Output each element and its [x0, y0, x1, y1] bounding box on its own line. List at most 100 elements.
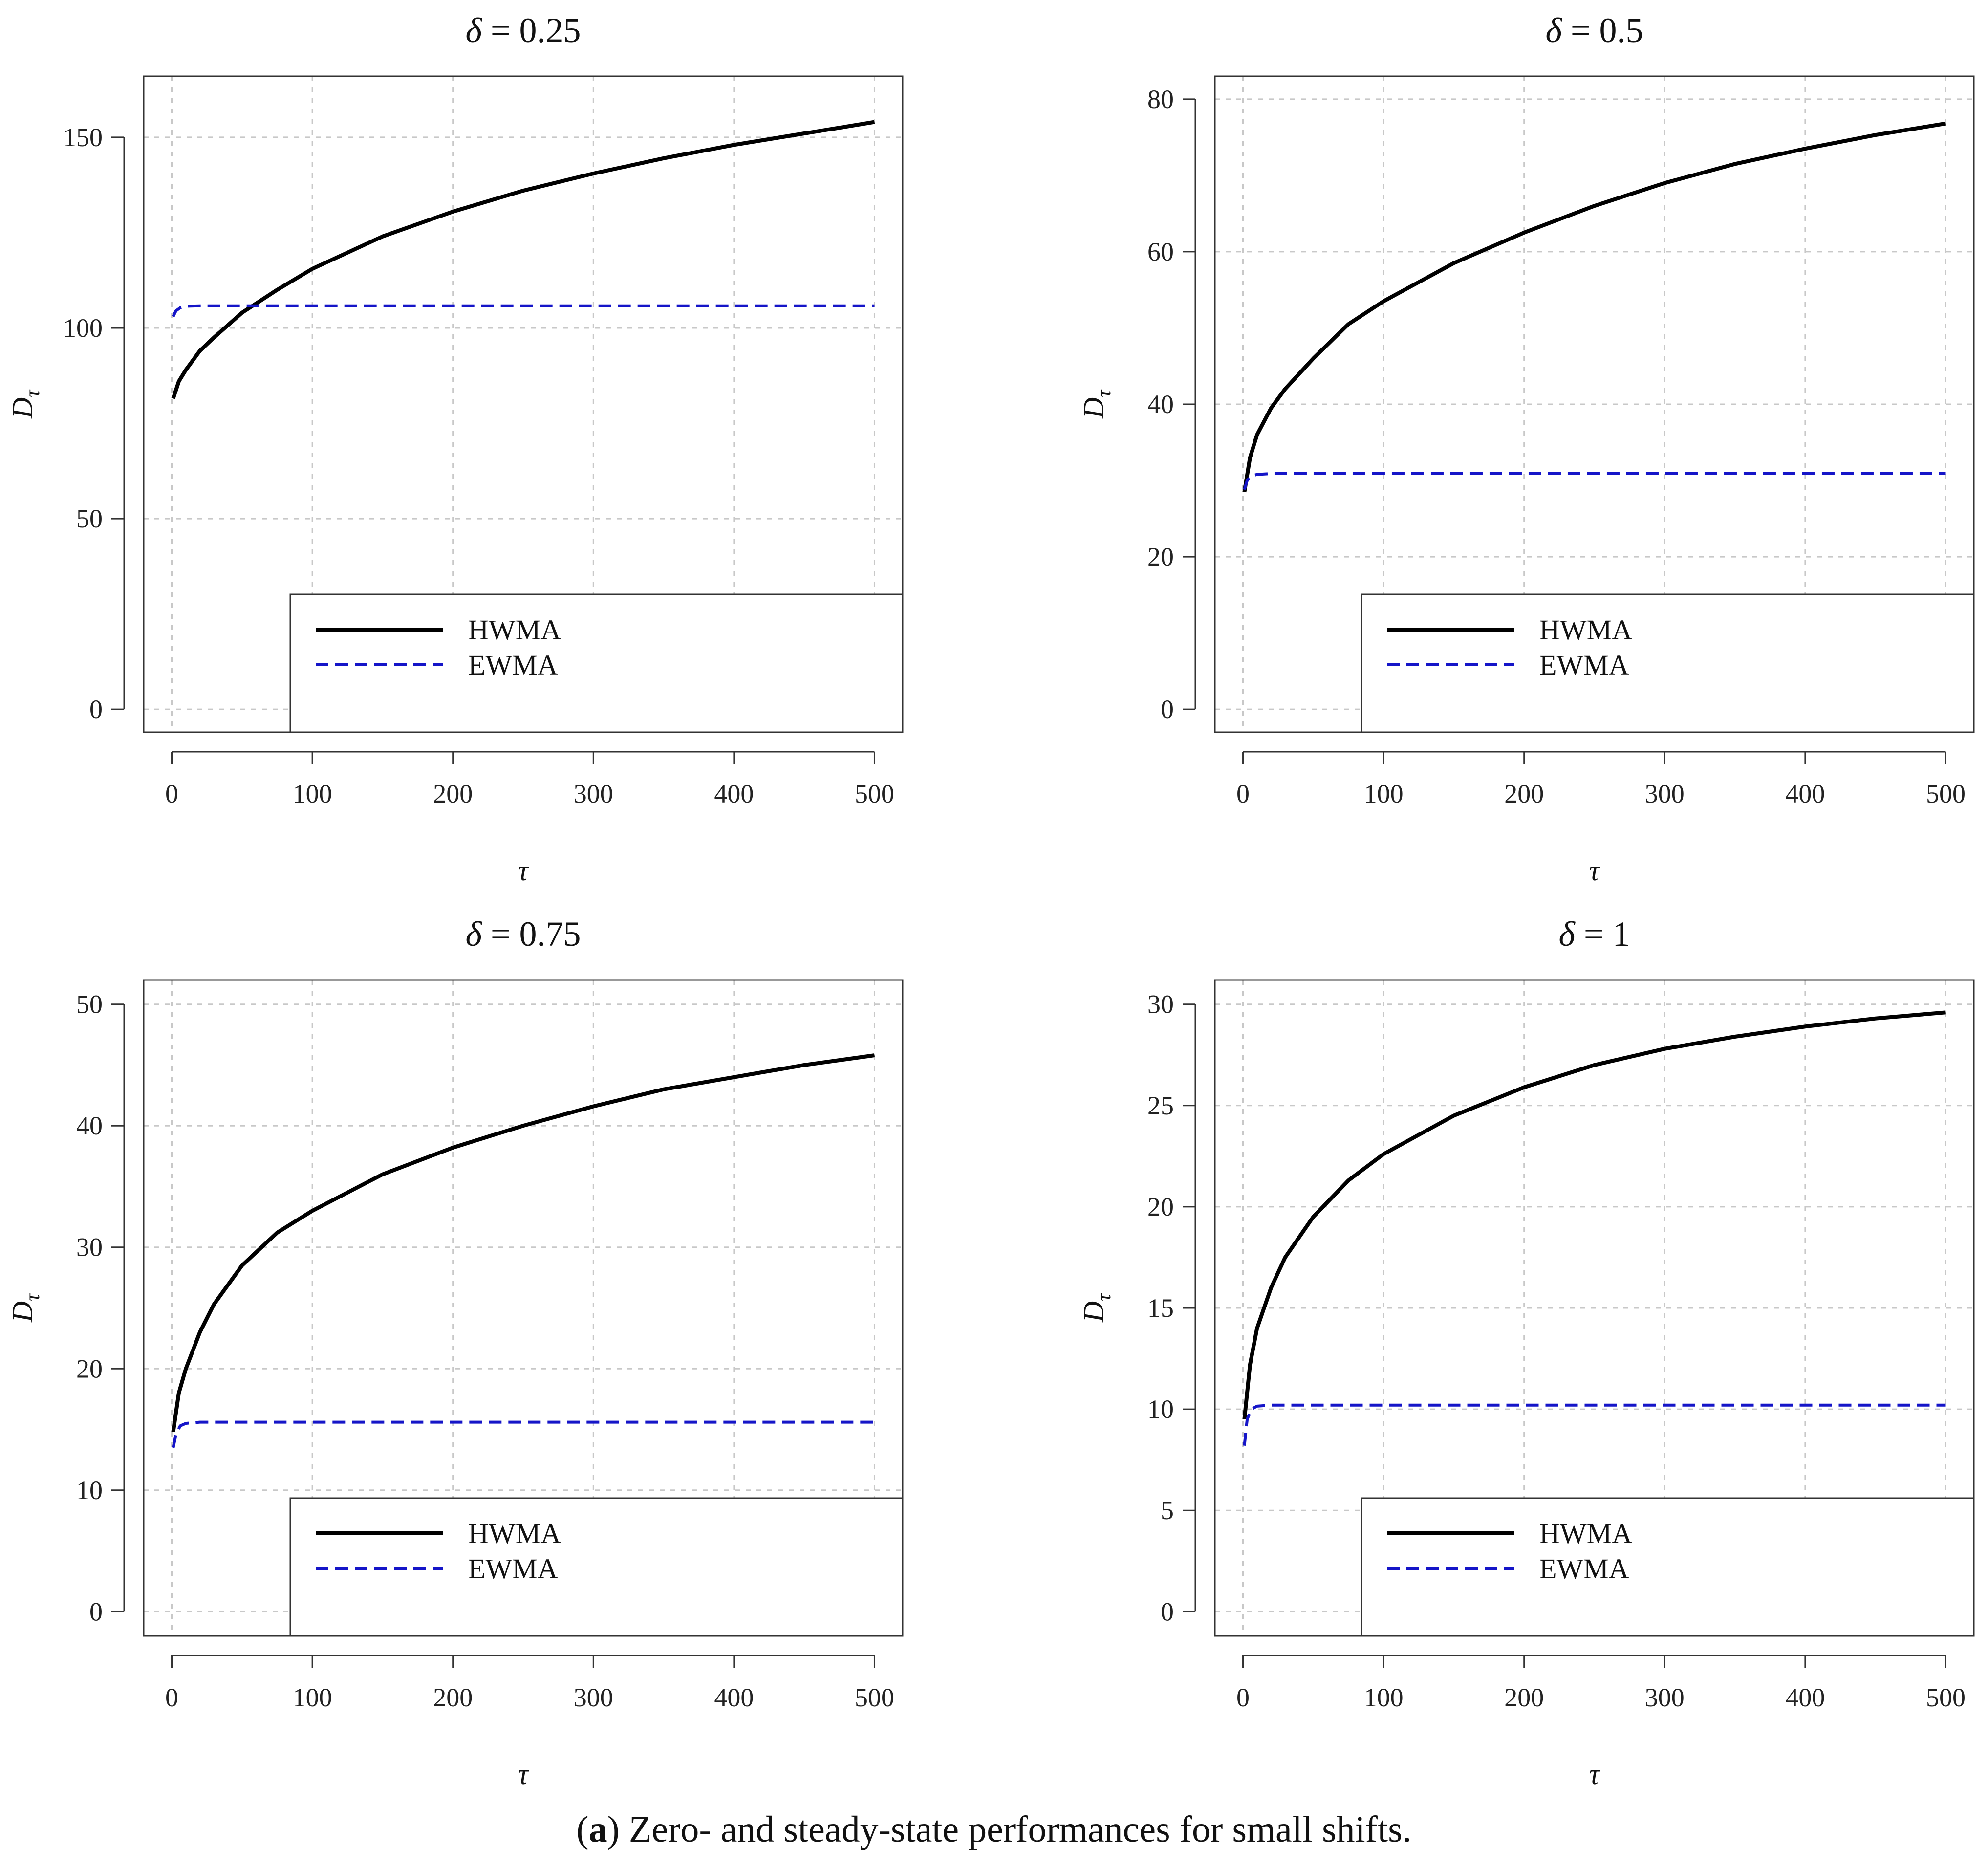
x-tick-label: 300	[574, 1683, 613, 1712]
x-tick-label: 200	[433, 1683, 473, 1712]
y-tick-label: 15	[1147, 1293, 1174, 1323]
legend-label: EWMA	[1539, 1553, 1629, 1585]
y-tick-label: 50	[76, 504, 103, 533]
x-tick-label: 500	[855, 779, 894, 808]
y-tick-label: 20	[76, 1354, 103, 1383]
x-axis-label: τ	[1589, 1758, 1601, 1790]
y-tick-label: 25	[1147, 1091, 1174, 1120]
y-tick-label: 40	[1147, 390, 1174, 419]
y-tick-label: 150	[63, 123, 103, 152]
y-axis-label: Dτ	[6, 1293, 44, 1323]
chart-title: δ = 0.25	[465, 11, 581, 50]
y-tick-label: 50	[76, 990, 103, 1019]
y-axis-label-main: D	[6, 1301, 39, 1323]
legend: HWMA EWMA	[289, 1497, 904, 1637]
x-tick-label: 0	[1236, 779, 1250, 808]
y-axis-label: Dτ	[1078, 1293, 1115, 1323]
y-axis-label-subscript: τ	[22, 389, 44, 397]
x-tick-label: 500	[855, 1683, 894, 1712]
legend-label: EWMA	[468, 649, 558, 681]
y-tick-label: 80	[1147, 85, 1174, 114]
y-tick-label: 20	[1147, 1192, 1174, 1221]
legend-box	[1361, 593, 1975, 733]
y-tick-label: 10	[1147, 1394, 1174, 1424]
series-line-ewma	[1243, 472, 1946, 490]
chart-title-value: = 0.25	[491, 11, 581, 50]
y-tick-label: 0	[1161, 695, 1174, 724]
y-axis-label: Dτ	[6, 389, 44, 419]
figure-caption: (a) Zero- and steady-state performances …	[0, 1808, 1988, 1851]
y-tick-label: 0	[1161, 1597, 1174, 1626]
x-tick-label: 400	[1785, 779, 1825, 808]
chart-title: δ = 0.75	[465, 915, 581, 954]
x-tick-label: 100	[1364, 779, 1404, 808]
series-line-hwma	[1242, 121, 1946, 493]
legend-label: HWMA	[468, 614, 561, 646]
legend-box	[289, 593, 904, 733]
x-tick-label: 200	[1504, 1683, 1544, 1712]
x-tick-label: 300	[1645, 1683, 1685, 1712]
chart-title: δ = 1	[1558, 915, 1630, 954]
chart-title-symbol: δ	[1558, 915, 1576, 954]
caption-text: Zero- and steady-state performances for …	[619, 1809, 1412, 1850]
caption-label: a	[588, 1809, 607, 1850]
legend-label: HWMA	[1539, 1518, 1632, 1549]
y-axis-label-subscript: τ	[1093, 1293, 1115, 1301]
x-axis-label: τ	[518, 1758, 530, 1790]
chart-title: δ = 0.5	[1545, 11, 1643, 50]
legend-box	[289, 1497, 904, 1637]
y-tick-label: 30	[76, 1233, 103, 1262]
x-tick-label: 100	[293, 1683, 332, 1712]
y-axis-label-subscript: τ	[22, 1293, 44, 1301]
legend-label: EWMA	[468, 1553, 558, 1585]
y-axis-label-main: D	[1078, 1301, 1110, 1323]
x-tick-label: 300	[1645, 779, 1685, 808]
x-tick-label: 400	[714, 1683, 754, 1712]
chart-title-symbol: δ	[465, 915, 482, 954]
series-line-hwma	[171, 1053, 875, 1433]
x-tick-label: 400	[1785, 1683, 1825, 1712]
x-tick-label: 0	[165, 1683, 178, 1712]
y-axis-label-main: D	[1078, 397, 1110, 419]
y-axis-label-main: D	[6, 397, 39, 419]
y-axis-label-subscript: τ	[1093, 389, 1115, 397]
chart-title-value: = 1	[1584, 915, 1630, 954]
chart-title-value: = 0.75	[491, 915, 581, 954]
legend: HWMA EWMA	[1361, 1497, 1975, 1637]
caption-close-paren: )	[607, 1809, 620, 1850]
x-tick-label: 200	[433, 779, 473, 808]
y-tick-label: 5	[1161, 1496, 1174, 1525]
y-axis-label: Dτ	[1078, 389, 1115, 419]
y-tick-label: 40	[76, 1111, 103, 1140]
caption-open-paren: (	[576, 1809, 589, 1850]
x-tick-label: 100	[293, 779, 332, 808]
x-tick-label: 0	[165, 779, 178, 808]
x-tick-label: 100	[1364, 1683, 1404, 1712]
series-line-hwma	[171, 120, 875, 399]
y-tick-label: 30	[1147, 990, 1174, 1019]
y-tick-label: 60	[1147, 237, 1174, 266]
chart-title-symbol: δ	[465, 11, 482, 50]
x-tick-label: 500	[1926, 1683, 1966, 1712]
legend-box	[1361, 1497, 1975, 1637]
series-line-ewma	[1243, 1403, 1946, 1446]
series-line-ewma	[172, 1420, 875, 1448]
y-tick-label: 20	[1147, 542, 1174, 571]
series-line-ewma	[172, 304, 875, 317]
x-axis-label: τ	[518, 854, 530, 887]
y-tick-label: 0	[89, 695, 103, 724]
series-line-hwma	[1242, 1010, 1946, 1420]
x-tick-label: 500	[1926, 779, 1966, 808]
x-axis-label: τ	[1589, 854, 1601, 887]
x-tick-label: 300	[574, 779, 613, 808]
x-tick-label: 0	[1236, 1683, 1250, 1712]
x-tick-label: 200	[1504, 779, 1544, 808]
legend-label: HWMA	[468, 1518, 561, 1549]
